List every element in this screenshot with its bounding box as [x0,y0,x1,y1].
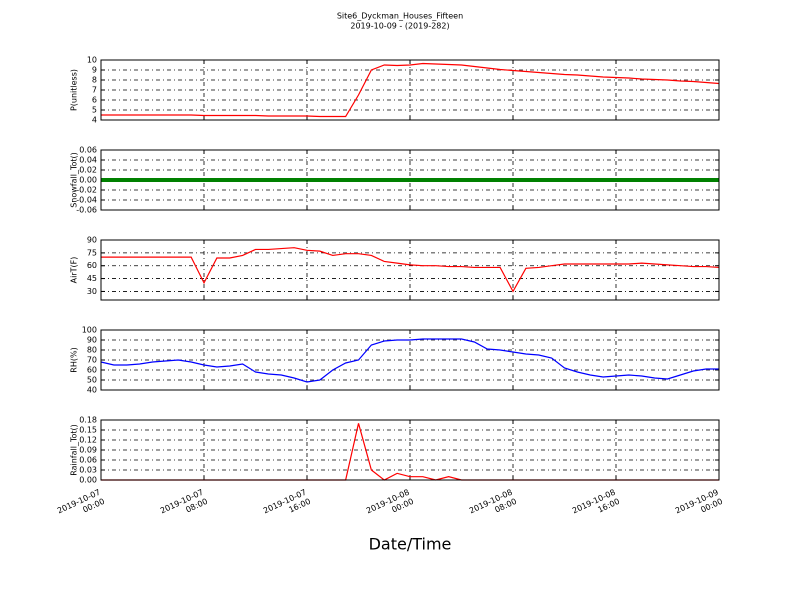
y-tick-label: 40 [87,386,97,395]
y-tick-label: 70 [87,356,97,365]
y-axis-label: P(unitless) [70,69,79,111]
y-axis-label: Snowfall_Tot() [70,152,79,208]
y-axis-label: Rainfall_Tot() [70,424,79,476]
y-tick-label: 45 [87,274,97,283]
y-tick-label: 90 [87,336,97,345]
y-tick-label: 0.04 [79,156,97,165]
y-tick-label: 0.00 [79,176,97,185]
x-axis-label: Date/Time [369,535,452,554]
data-line [100,338,719,383]
y-tick-label: 0.06 [79,146,97,155]
panel: -0.06-0.04-0.020.000.020.040.06Snowfall_… [70,146,720,215]
y-tick-label: 0.00 [79,476,97,485]
figure-subtitle: 2019-10-09 - (2019-282) [350,22,449,31]
y-tick-label: 0.03 [79,466,97,475]
data-line [101,247,720,293]
y-tick-label: 4 [92,116,97,125]
y-tick-label: -0.04 [76,196,97,205]
y-tick-label: 80 [87,346,97,355]
plot-frame [100,149,720,211]
y-tick-label: -0.06 [76,206,97,215]
y-tick-label: 75 [87,248,97,257]
y-tick-label: 0.12 [79,436,97,445]
y-tick-label: 60 [87,261,97,270]
y-tick-label: 0.09 [79,446,97,455]
y-tick-label: 5 [92,106,97,115]
y-axis-label: RH(%) [70,347,79,372]
plot-frame [100,239,720,301]
plot-frame [100,419,720,481]
y-tick-label: 7 [92,86,97,95]
y-tick-label: 30 [87,287,97,296]
y-tick-label: 90 [87,236,97,245]
panel: 30 45 60 75 90 AirT(F) [70,236,720,301]
y-tick-label: 0.18 [79,416,97,425]
plot-frame [100,329,720,391]
y-tick-label: 10 [87,56,97,65]
y-tick-label: 60 [87,366,97,375]
y-tick-label: 8 [92,76,97,85]
y-tick-label: 0.06 [79,456,97,465]
y-tick-label: 6 [92,96,97,105]
y-tick-label: 100 [82,326,97,335]
data-line [101,62,720,118]
y-tick-label: 9 [92,66,97,75]
y-tick-label: 0.02 [79,166,97,175]
y-tick-label: 0.15 [79,426,97,435]
figure-title: Site6_Dyckman_Houses_Fifteen [337,12,463,21]
y-axis-label: AirT(F) [70,257,79,284]
y-tick-label: 50 [87,376,97,385]
y-tick-label: -0.02 [76,186,97,195]
plot-frame [100,59,720,121]
